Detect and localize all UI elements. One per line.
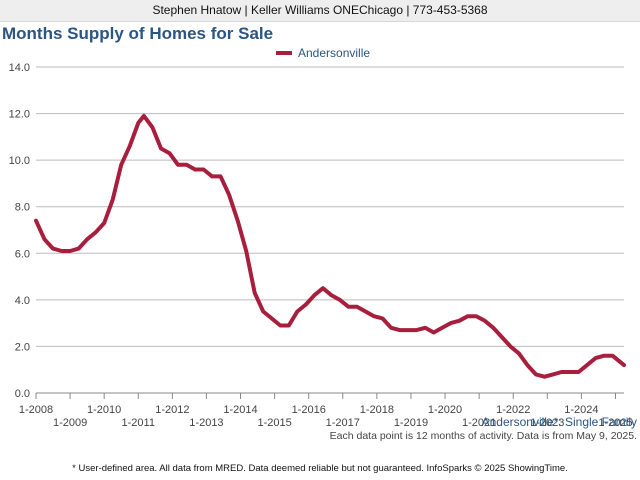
y-tick-label: 8.0: [15, 202, 30, 214]
area-label: Andersonville*: Single Family: [481, 415, 637, 429]
header-bar: Stephen Hnatow | Keller Williams ONEChic…: [0, 0, 640, 22]
legend: Andersonville: [276, 45, 370, 61]
x-tick-label: 1-2010: [87, 404, 121, 416]
disclaimer: * User-defined area. All data from MRED.…: [72, 463, 568, 474]
x-tick-label: 1-2008: [19, 404, 53, 416]
x-tick-label: 1-2014: [223, 404, 257, 416]
series-line-andersonville: [34, 113, 626, 379]
y-tick-label: 10.0: [9, 155, 30, 167]
x-tick-label: 1-2017: [326, 417, 360, 429]
x-tick-label: 1-2015: [257, 417, 291, 429]
x-tick-label: 1-2022: [496, 404, 530, 416]
y-tick-label: 6.0: [15, 248, 30, 260]
agent-contact-text: Stephen Hnatow | Keller Williams ONEChic…: [152, 3, 488, 17]
legend-label: Andersonville: [298, 46, 371, 60]
x-tick-label: 1-2009: [53, 417, 87, 429]
data-note: Each data point is 12 months of activity…: [329, 430, 637, 442]
y-tick-label: 0.0: [15, 388, 30, 400]
x-tick-label: 1-2016: [292, 404, 326, 416]
x-tick-label: 1-2021: [462, 417, 496, 429]
x-tick-label: 1-2024: [564, 404, 598, 416]
legend-swatch: [276, 51, 292, 55]
y-tick-label: 2.0: [15, 341, 30, 353]
x-tick-label: 1-2011: [122, 417, 155, 429]
y-tick-label: 14.0: [9, 62, 30, 74]
footnote-area: Andersonville*: Single Family Each data …: [330, 415, 637, 443]
x-tick-label: 1-2025: [598, 417, 632, 429]
x-tick-label: 1-2020: [428, 404, 462, 416]
x-tick-label: 1-2012: [155, 404, 189, 416]
x-tick-label: 1-2013: [189, 417, 223, 429]
x-tick-label: 1-2023: [530, 417, 564, 429]
y-tick-label: 4.0: [15, 295, 30, 307]
y-tick-label: 12.0: [9, 109, 30, 121]
x-tick-label: 1-2019: [394, 417, 428, 429]
chart-title: Months Supply of Homes for Sale: [2, 24, 274, 43]
x-tick-label: 1-2018: [360, 404, 394, 416]
